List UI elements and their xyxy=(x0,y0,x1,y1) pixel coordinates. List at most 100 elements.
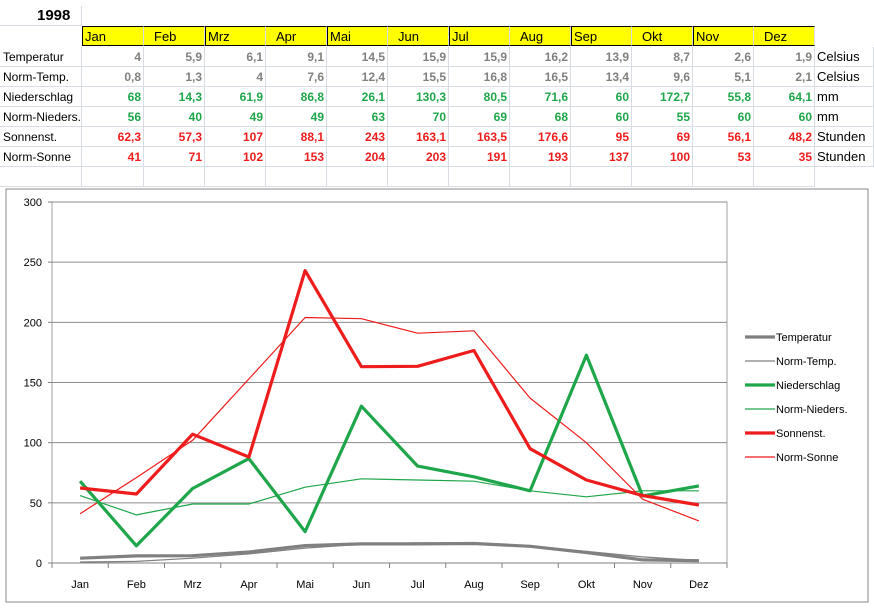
value-cell[interactable]: 69 xyxy=(449,107,510,127)
value-cell[interactable]: 163,5 xyxy=(449,127,510,147)
value-cell[interactable]: 15,9 xyxy=(388,47,449,67)
value-cell[interactable]: 49 xyxy=(205,107,266,127)
weather-line-chart[interactable]: 0 50 100 150 200 250 300 Jan Feb Mrz Apr Mai Jun Jul A… xyxy=(0,186,874,606)
value-cell[interactable]: 15,9 xyxy=(449,47,510,67)
value-cell[interactable]: 153 xyxy=(266,147,327,167)
empty-cell[interactable] xyxy=(82,167,144,187)
value-cell[interactable]: 4 xyxy=(205,67,266,87)
unit-cell[interactable]: Stunden xyxy=(815,127,874,147)
unit-cell[interactable]: mm xyxy=(815,87,874,107)
value-cell[interactable]: 68 xyxy=(82,87,144,107)
row-label[interactable]: Sonnenst. xyxy=(0,127,82,147)
value-cell[interactable]: 6,1 xyxy=(205,47,266,67)
row-label[interactable]: Norm-Temp. xyxy=(0,67,82,87)
value-cell[interactable]: 9,6 xyxy=(632,67,693,87)
value-cell[interactable]: 0,8 xyxy=(82,67,144,87)
value-cell[interactable]: 57,3 xyxy=(144,127,205,147)
month-header-feb[interactable]: Feb xyxy=(144,26,205,46)
value-cell[interactable]: 191 xyxy=(449,147,510,167)
value-cell[interactable]: 49 xyxy=(266,107,327,127)
value-cell[interactable]: 60 xyxy=(571,87,632,107)
value-cell[interactable]: 63 xyxy=(327,107,388,127)
month-header-aug[interactable]: Aug xyxy=(510,26,571,46)
value-cell[interactable]: 2,1 xyxy=(754,67,815,87)
row-label[interactable]: Niederschlag xyxy=(0,87,82,107)
month-header-jan[interactable]: Jan xyxy=(82,26,144,46)
chart-panel[interactable]: 0 50 100 150 200 250 300 Jan Feb Mrz Apr Mai Jun Jul A… xyxy=(0,186,874,606)
empty-cell[interactable] xyxy=(327,167,388,187)
value-cell[interactable]: 71,6 xyxy=(510,87,571,107)
value-cell[interactable]: 68 xyxy=(510,107,571,127)
row-label[interactable]: Norm-Sonne xyxy=(0,147,82,167)
value-cell[interactable]: 9,1 xyxy=(266,47,327,67)
value-cell[interactable]: 130,3 xyxy=(388,87,449,107)
month-header-dez[interactable]: Dez xyxy=(754,26,815,46)
empty-cell[interactable] xyxy=(449,167,510,187)
value-cell[interactable]: 176,6 xyxy=(510,127,571,147)
value-cell[interactable]: 4 xyxy=(82,47,144,67)
empty-cell[interactable] xyxy=(571,167,632,187)
value-cell[interactable]: 95 xyxy=(571,127,632,147)
empty-cell[interactable] xyxy=(388,167,449,187)
value-cell[interactable]: 60 xyxy=(571,107,632,127)
value-cell[interactable]: 163,1 xyxy=(388,127,449,147)
empty-cell[interactable] xyxy=(0,167,82,187)
value-cell[interactable]: 16,2 xyxy=(510,47,571,67)
value-cell[interactable]: 13,4 xyxy=(571,67,632,87)
row-label[interactable]: Norm-Nieders. xyxy=(0,107,82,127)
value-cell[interactable]: 56,1 xyxy=(693,127,754,147)
empty-cell[interactable] xyxy=(510,167,571,187)
value-cell[interactable]: 26,1 xyxy=(327,87,388,107)
empty-cell[interactable] xyxy=(693,167,754,187)
month-header-nov[interactable]: Nov xyxy=(693,26,754,46)
value-cell[interactable]: 71 xyxy=(144,147,205,167)
value-cell[interactable]: 69 xyxy=(632,127,693,147)
value-cell[interactable]: 243 xyxy=(327,127,388,147)
month-header-apr[interactable]: Apr xyxy=(266,26,327,46)
year-title[interactable]: 1998 xyxy=(0,6,82,26)
value-cell[interactable]: 40 xyxy=(144,107,205,127)
value-cell[interactable]: 16,5 xyxy=(510,67,571,87)
value-cell[interactable]: 12,4 xyxy=(327,67,388,87)
value-cell[interactable]: 64,1 xyxy=(754,87,815,107)
value-cell[interactable]: 62,3 xyxy=(82,127,144,147)
value-cell[interactable]: 204 xyxy=(327,147,388,167)
row-label[interactable]: Temperatur xyxy=(0,47,82,67)
value-cell[interactable]: 8,7 xyxy=(632,47,693,67)
value-cell[interactable]: 14,3 xyxy=(144,87,205,107)
month-header-jun[interactable]: Jun xyxy=(388,26,449,46)
value-cell[interactable]: 1,9 xyxy=(754,47,815,67)
value-cell[interactable]: 15,5 xyxy=(388,67,449,87)
value-cell[interactable]: 193 xyxy=(510,147,571,167)
empty-cell[interactable] xyxy=(632,167,693,187)
value-cell[interactable]: 137 xyxy=(571,147,632,167)
unit-cell[interactable]: Celsius xyxy=(815,47,874,67)
empty-cell[interactable] xyxy=(266,167,327,187)
month-header-sep[interactable]: Sep xyxy=(571,26,632,46)
value-cell[interactable]: 55,8 xyxy=(693,87,754,107)
month-header-mai[interactable]: Mai xyxy=(327,26,388,46)
month-header-mrz[interactable]: Mrz xyxy=(205,26,266,46)
value-cell[interactable]: 88,1 xyxy=(266,127,327,147)
value-cell[interactable]: 86,8 xyxy=(266,87,327,107)
value-cell[interactable]: 2,6 xyxy=(693,47,754,67)
value-cell[interactable]: 5,1 xyxy=(693,67,754,87)
value-cell[interactable]: 14,5 xyxy=(327,47,388,67)
value-cell[interactable]: 60 xyxy=(693,107,754,127)
value-cell[interactable]: 41 xyxy=(82,147,144,167)
value-cell[interactable]: 48,2 xyxy=(754,127,815,147)
empty-cell[interactable] xyxy=(754,167,815,187)
value-cell[interactable]: 35 xyxy=(754,147,815,167)
value-cell[interactable]: 70 xyxy=(388,107,449,127)
value-cell[interactable]: 172,7 xyxy=(632,87,693,107)
value-cell[interactable]: 61,9 xyxy=(205,87,266,107)
value-cell[interactable]: 56 xyxy=(82,107,144,127)
unit-cell[interactable]: mm xyxy=(815,107,874,127)
value-cell[interactable]: 60 xyxy=(754,107,815,127)
value-cell[interactable]: 100 xyxy=(632,147,693,167)
value-cell[interactable]: 7,6 xyxy=(266,67,327,87)
value-cell[interactable]: 107 xyxy=(205,127,266,147)
value-cell[interactable]: 13,9 xyxy=(571,47,632,67)
unit-cell[interactable]: Celsius xyxy=(815,67,874,87)
value-cell[interactable]: 5,9 xyxy=(144,47,205,67)
